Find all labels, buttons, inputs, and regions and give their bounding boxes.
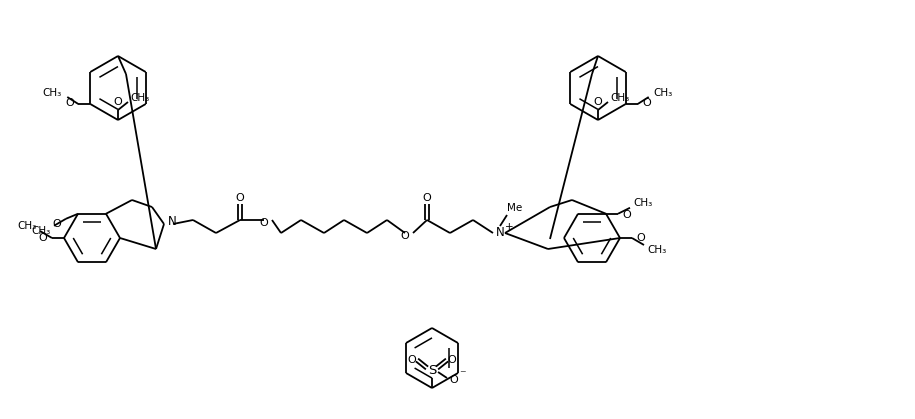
Text: O: O — [38, 233, 48, 243]
Text: Me: Me — [508, 203, 522, 213]
Text: O: O — [423, 193, 431, 203]
Text: O: O — [113, 97, 123, 107]
Text: O: O — [449, 375, 458, 385]
Text: O: O — [53, 219, 61, 229]
Text: CH₃: CH₃ — [653, 88, 673, 98]
Text: O: O — [622, 210, 631, 220]
Text: O: O — [447, 355, 457, 365]
Text: O: O — [642, 98, 651, 108]
Text: N: N — [496, 227, 504, 240]
Text: +: + — [505, 222, 513, 232]
Text: N: N — [167, 215, 177, 228]
Text: CH₃: CH₃ — [31, 226, 50, 236]
Text: CH₃: CH₃ — [633, 198, 652, 208]
Text: O: O — [65, 98, 74, 108]
Text: CH₃: CH₃ — [43, 88, 62, 98]
Text: O: O — [594, 97, 602, 107]
Text: S: S — [428, 364, 436, 377]
Text: O: O — [401, 231, 409, 241]
Text: CH₃: CH₃ — [610, 93, 630, 103]
Text: CH₃: CH₃ — [648, 245, 667, 255]
Text: CH₃: CH₃ — [17, 221, 37, 231]
Text: O: O — [260, 218, 268, 228]
Text: CH₃: CH₃ — [130, 93, 150, 103]
Text: ⁻: ⁻ — [458, 368, 466, 382]
Text: O: O — [637, 233, 645, 243]
Text: O: O — [236, 193, 244, 203]
Text: O: O — [407, 355, 416, 365]
